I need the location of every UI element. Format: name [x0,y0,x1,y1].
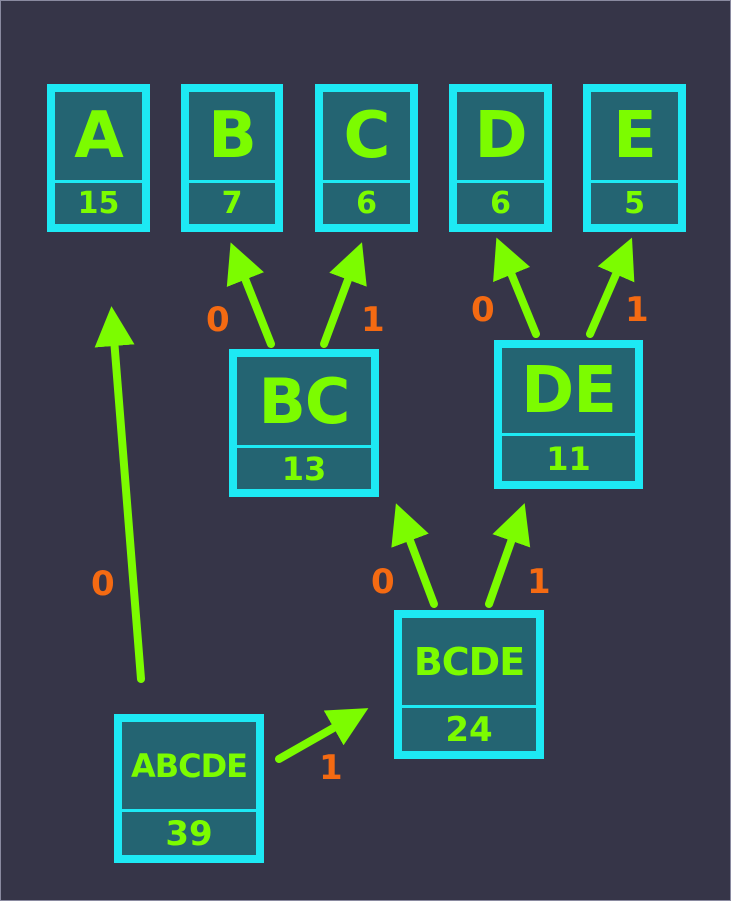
edge-root-to-a [94,306,145,683]
edge-de-to-e [586,237,635,338]
node-bc-weight: 13 [234,445,374,492]
leaf-node-c-weight: 6 [320,180,413,227]
leaf-node-b-symbol: B [186,89,278,183]
leaf-node-a-symbol: A [52,89,145,183]
leaf-node-b: B 7 [181,84,283,232]
leaf-node-c-symbol: C [320,89,413,183]
node-bc-symbol: BC [234,354,374,448]
node-root-symbol: ABCDE [119,719,259,812]
node-bc: BC 13 [229,349,379,497]
edge-label-bc-to-b: 0 [206,300,230,340]
node-bcde: BCDE 24 [394,610,544,759]
edge-root-to-bcde [275,708,369,763]
edge-label-bcde-to-de: 1 [527,562,551,602]
leaf-node-e: E 5 [583,84,686,232]
edge-bcde-to-de [485,503,531,608]
edge-label-bc-to-c: 1 [361,300,385,340]
leaf-node-a: A 15 [47,84,150,232]
node-root-weight: 39 [119,809,259,858]
edge-label-de-to-d: 0 [471,290,495,330]
node-bcde-weight: 24 [399,705,539,754]
leaf-node-e-symbol: E [588,89,681,183]
node-de-weight: 11 [499,433,638,484]
edge-label-root-to-a: 0 [91,564,115,604]
node-de-symbol: DE [499,345,638,436]
leaf-node-d-weight: 6 [454,180,547,227]
leaf-node-b-weight: 7 [186,180,278,227]
leaf-node-a-weight: 15 [52,180,145,227]
edge-bcde-to-bc [391,503,438,608]
leaf-node-e-weight: 5 [588,180,681,227]
edge-bc-to-c [320,242,367,348]
node-de: DE 11 [494,340,643,489]
leaf-node-d-symbol: D [454,89,547,183]
leaf-node-c: C 6 [315,84,418,232]
edge-label-de-to-e: 1 [625,290,649,330]
node-bcde-symbol: BCDE [399,615,539,708]
node-root-abcde: ABCDE 39 [114,714,264,863]
edge-de-to-d [493,237,540,338]
edge-bc-to-b [226,242,275,348]
edge-label-root-to-bcde: 1 [319,748,343,788]
edge-label-bcde-to-bc: 0 [371,562,395,602]
leaf-node-d: D 6 [449,84,552,232]
